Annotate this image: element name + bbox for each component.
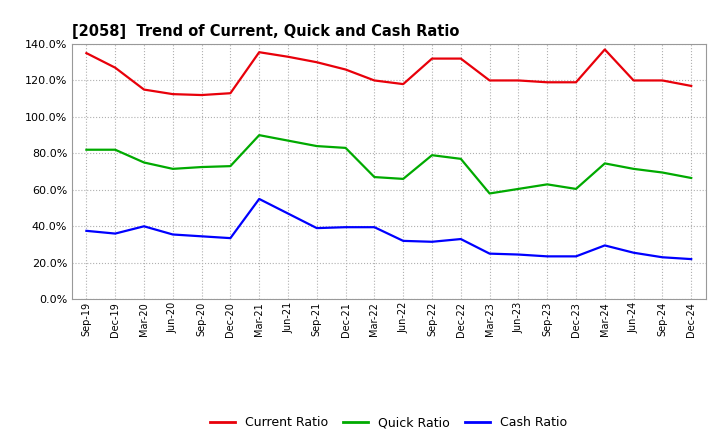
Quick Ratio: [341, 145, 350, 150]
Current Ratio: [543, 80, 552, 85]
Quick Ratio: [658, 170, 667, 175]
Quick Ratio: [514, 186, 523, 191]
Quick Ratio: [543, 182, 552, 187]
Current Ratio: [658, 78, 667, 83]
Current Ratio: [399, 81, 408, 87]
Current Ratio: [312, 59, 321, 65]
Cash Ratio: [226, 235, 235, 241]
Current Ratio: [226, 91, 235, 96]
Cash Ratio: [514, 252, 523, 257]
Cash Ratio: [341, 224, 350, 230]
Quick Ratio: [197, 165, 206, 170]
Cash Ratio: [312, 225, 321, 231]
Cash Ratio: [485, 251, 494, 256]
Quick Ratio: [572, 186, 580, 191]
Quick Ratio: [600, 161, 609, 166]
Line: Current Ratio: Current Ratio: [86, 49, 691, 95]
Quick Ratio: [629, 166, 638, 172]
Cash Ratio: [428, 239, 436, 245]
Quick Ratio: [82, 147, 91, 152]
Quick Ratio: [111, 147, 120, 152]
Current Ratio: [514, 78, 523, 83]
Quick Ratio: [456, 156, 465, 161]
Cash Ratio: [629, 250, 638, 255]
Current Ratio: [284, 54, 292, 59]
Quick Ratio: [226, 164, 235, 169]
Text: [2058]  Trend of Current, Quick and Cash Ratio: [2058] Trend of Current, Quick and Cash …: [72, 24, 459, 39]
Cash Ratio: [456, 236, 465, 242]
Line: Cash Ratio: Cash Ratio: [86, 199, 691, 259]
Current Ratio: [82, 51, 91, 56]
Line: Quick Ratio: Quick Ratio: [86, 135, 691, 194]
Current Ratio: [629, 78, 638, 83]
Current Ratio: [168, 92, 177, 97]
Current Ratio: [111, 65, 120, 70]
Cash Ratio: [284, 211, 292, 216]
Cash Ratio: [600, 243, 609, 248]
Cash Ratio: [572, 254, 580, 259]
Cash Ratio: [687, 257, 696, 262]
Current Ratio: [485, 78, 494, 83]
Cash Ratio: [543, 254, 552, 259]
Current Ratio: [255, 50, 264, 55]
Legend: Current Ratio, Quick Ratio, Cash Ratio: Current Ratio, Quick Ratio, Cash Ratio: [207, 413, 571, 433]
Cash Ratio: [168, 232, 177, 237]
Quick Ratio: [399, 176, 408, 182]
Cash Ratio: [658, 255, 667, 260]
Cash Ratio: [370, 224, 379, 230]
Cash Ratio: [197, 234, 206, 239]
Cash Ratio: [111, 231, 120, 236]
Current Ratio: [687, 83, 696, 88]
Current Ratio: [370, 78, 379, 83]
Current Ratio: [428, 56, 436, 61]
Current Ratio: [197, 92, 206, 98]
Current Ratio: [572, 80, 580, 85]
Current Ratio: [600, 47, 609, 52]
Cash Ratio: [255, 196, 264, 202]
Quick Ratio: [370, 174, 379, 180]
Quick Ratio: [255, 132, 264, 138]
Cash Ratio: [82, 228, 91, 234]
Quick Ratio: [140, 160, 148, 165]
Cash Ratio: [140, 224, 148, 229]
Quick Ratio: [284, 138, 292, 143]
Quick Ratio: [312, 143, 321, 149]
Quick Ratio: [687, 175, 696, 180]
Quick Ratio: [485, 191, 494, 196]
Quick Ratio: [168, 166, 177, 172]
Current Ratio: [456, 56, 465, 61]
Current Ratio: [140, 87, 148, 92]
Current Ratio: [341, 67, 350, 72]
Quick Ratio: [428, 153, 436, 158]
Cash Ratio: [399, 238, 408, 243]
